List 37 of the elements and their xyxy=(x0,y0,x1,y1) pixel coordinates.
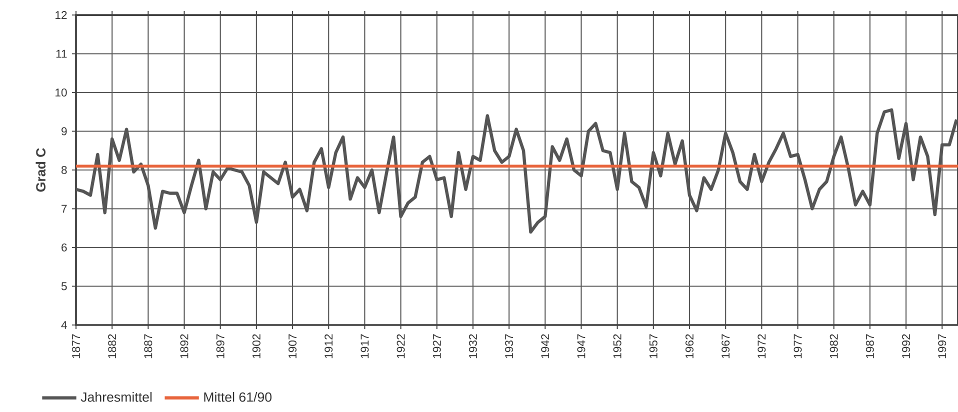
x-tick-label: 1977 xyxy=(794,334,802,358)
y-tick-label: 7 xyxy=(62,204,67,213)
y-tick-label: 9 xyxy=(62,127,67,136)
x-tick-label: 1962 xyxy=(686,334,694,358)
y-tick-label: 6 xyxy=(62,244,67,252)
x-tick-label: 1892 xyxy=(180,334,188,358)
y-tick-label: 4 xyxy=(61,321,67,329)
x-tick-label: 1932 xyxy=(468,334,477,358)
x-tick-label: 1937 xyxy=(505,334,514,358)
x-tick-label: 1927 xyxy=(432,334,441,358)
x-tick-label: 1992 xyxy=(902,334,910,358)
x-tick-label: 1957 xyxy=(649,334,658,358)
x-tick-label: 1952 xyxy=(613,334,622,358)
x-tick-label: 1907 xyxy=(288,334,297,358)
x-tick-label: 1987 xyxy=(866,334,874,358)
x-tick-label: 1877 xyxy=(72,334,80,358)
y-tick-label: 11 xyxy=(56,50,67,58)
x-tick-label: 1997 xyxy=(938,334,946,358)
x-tick-label: 1947 xyxy=(577,334,586,358)
x-tick-label: 1942 xyxy=(541,334,550,358)
x-tick-label: 1917 xyxy=(360,334,369,358)
y-tick-label: 12 xyxy=(56,11,67,19)
y-axis-title: Grad C xyxy=(36,148,46,192)
y-tick-label: 10 xyxy=(56,88,67,97)
x-tick-label: 1967 xyxy=(722,334,730,358)
x-tick-label: 1922 xyxy=(396,334,405,358)
legend-label: Jahresmittel xyxy=(80,392,152,402)
x-tick-label: 1887 xyxy=(144,334,152,358)
legend-label: Mittel 61/90 xyxy=(204,392,272,402)
x-tick-label: 1982 xyxy=(830,334,838,358)
x-tick-label: 1972 xyxy=(758,334,766,358)
x-tick-label: 1902 xyxy=(252,334,260,358)
y-tick-label: 5 xyxy=(61,282,67,290)
x-tick-label: 1882 xyxy=(108,334,116,358)
x-tick-label: 1897 xyxy=(216,334,224,358)
x-tick-label: 1912 xyxy=(324,334,333,358)
y-tick-label: 8 xyxy=(61,166,67,174)
